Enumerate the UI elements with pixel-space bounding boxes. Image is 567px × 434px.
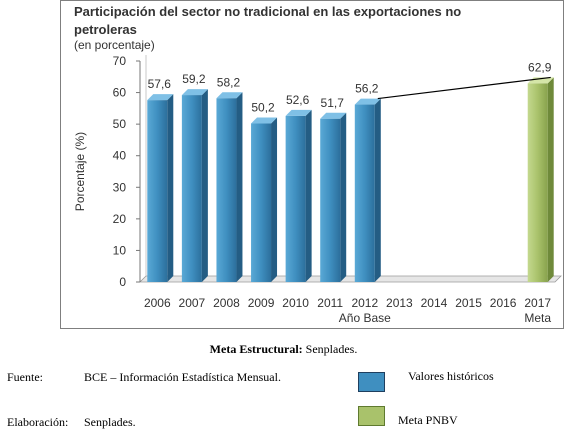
y-tick-label: 60 (113, 86, 127, 100)
x-tick-label: 2009 (248, 296, 275, 310)
bar-top (285, 109, 312, 116)
bar-side (236, 92, 243, 282)
legend-swatch-historic (358, 372, 385, 392)
data-label: 57,6 (148, 77, 172, 91)
x-tick-label: 2016 (490, 296, 517, 310)
bar-side (201, 89, 208, 283)
bar-side (305, 109, 312, 282)
legend-swatch-target (358, 406, 385, 426)
bar (285, 115, 306, 282)
bar-top (181, 89, 208, 96)
bar-top (354, 98, 381, 105)
bar (251, 123, 272, 282)
bar (216, 98, 237, 282)
y-tick-label: 30 (113, 180, 127, 194)
bar (527, 83, 548, 282)
bar-top (320, 112, 347, 119)
bar-top (251, 117, 278, 124)
legend-label-target: Meta PNBV (398, 413, 458, 427)
data-label: 50,2 (251, 101, 275, 115)
x-tick-label: 2015 (455, 296, 482, 310)
bar-side (547, 77, 554, 283)
x-tick-label: 2012 (351, 296, 378, 310)
bar-top (147, 94, 174, 101)
source-text: BCE – Información Estadística Mensual. (84, 370, 281, 384)
elaboration-text: Senplades. (84, 415, 136, 429)
x-tick-sublabel: Año Base (339, 311, 391, 325)
y-tick-label: 50 (113, 117, 127, 131)
data-label: 59,2 (182, 72, 206, 86)
chart-floor (139, 275, 562, 283)
bar-side (271, 117, 278, 282)
y-tick-label: 10 (113, 243, 127, 257)
x-tick-label: 2011 (317, 296, 343, 310)
y-tick-label: 20 (113, 212, 127, 226)
x-tick-label: 2017 (524, 296, 551, 310)
chart-title: Participación del sector no tradicional … (74, 4, 462, 37)
elaboration-label: Elaboración: (7, 415, 69, 429)
data-label: 52,6 (286, 93, 310, 107)
y-tick-label: 70 (113, 54, 127, 68)
bar (181, 95, 202, 283)
bar-side (167, 94, 174, 282)
data-label: 58,2 (217, 75, 241, 89)
x-tick-label: 2013 (386, 296, 413, 310)
y-axis-label: Porcentaje (%) (73, 132, 87, 211)
x-tick-label: 2010 (282, 296, 309, 310)
caption-bold: Meta Estructural: (209, 342, 303, 356)
caption-rest: Senplades. (302, 342, 358, 356)
chart-subtitle: (en porcentaje) (74, 38, 155, 52)
data-label: 51,7 (321, 96, 345, 110)
x-tick-sublabel: Meta (524, 311, 551, 325)
bar (147, 100, 168, 282)
x-tick-label: 2008 (213, 296, 240, 310)
x-tick-label: 2014 (421, 296, 448, 310)
x-tick-label: 2006 (144, 296, 171, 310)
legend-label-historic: Valores históricos (408, 369, 494, 383)
x-tick-label: 2007 (179, 296, 206, 310)
bar-top (216, 92, 243, 99)
y-tick-label: 0 (119, 275, 126, 289)
chart-frame (60, 0, 564, 329)
bar-side (340, 112, 347, 282)
bar (320, 118, 341, 282)
y-tick-label: 40 (113, 149, 127, 163)
trend-line (377, 76, 551, 100)
caption: Meta Estructural: Senplades. (0, 342, 567, 357)
data-label: 62,9 (528, 60, 552, 74)
bar (354, 104, 375, 282)
data-label: 56,2 (355, 82, 379, 96)
bar-side (374, 98, 381, 282)
source-label: Fuente: (7, 370, 43, 384)
